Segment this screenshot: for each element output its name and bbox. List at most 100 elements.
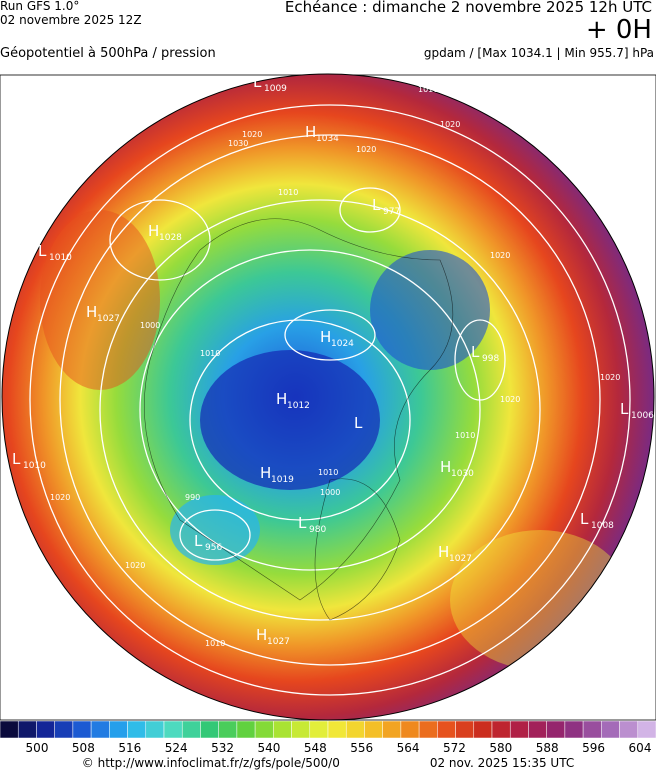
units: gpdam / [Max 1034.1 | Min 955.7] hPa: [424, 46, 654, 60]
colorbar-swatch: [400, 720, 420, 739]
colorbar-tick-label: 580: [489, 741, 512, 755]
footer-timestamp: 02 nov. 2025 15:35 UTC: [430, 756, 574, 770]
offset: + 0H: [586, 15, 652, 45]
colorbar-swatch: [637, 720, 656, 739]
colorbar-swatch: [509, 720, 529, 739]
colorbar-swatch: [455, 720, 475, 739]
colorbar-swatch: [54, 720, 74, 739]
contour-label: 1010: [318, 468, 338, 477]
contour-label: 1020: [500, 395, 520, 404]
colorbar-swatch: [200, 720, 219, 739]
map-border: [1, 73, 655, 721]
colorbar-tick-label: 524: [165, 741, 188, 755]
contour-label: 1020: [50, 493, 70, 502]
colorbar-swatch: [491, 720, 511, 739]
colorbar-swatch: [327, 720, 347, 739]
center-value: 1028: [159, 233, 182, 243]
center-value: 956: [205, 543, 222, 553]
colorbar: 500 508 516 524 532 540 548 556 564 572 580 588 596 6…: [0, 720, 656, 755]
contour-label: 1000: [320, 488, 340, 497]
echeance: Echéance : dimanche 2 novembre 2025 12h …: [285, 0, 652, 16]
contour-label: 1020: [125, 561, 145, 570]
center-type: H: [438, 543, 449, 561]
contour-label: 1010: [278, 188, 298, 197]
center-value: 998: [482, 354, 499, 364]
footer: © http://www.infoclimat.fr/z/gfs/pole/50…: [82, 756, 574, 770]
colorbar-swatch: [236, 720, 256, 739]
colorbar-swatch: [109, 720, 128, 739]
center-type: H: [276, 390, 287, 408]
center-value: 1027: [97, 314, 120, 324]
colorbar-swatch: [473, 720, 493, 739]
colorbar-swatch: [309, 720, 329, 739]
colorbar-swatch: [619, 720, 639, 739]
colorbar-swatch: [127, 720, 147, 739]
colorbar-swatch: [345, 720, 365, 739]
center-type: L: [580, 510, 589, 528]
center-value: 1006: [631, 411, 654, 421]
center-type: H: [256, 626, 267, 644]
run-date: 02 novembre 2025 12Z: [0, 13, 142, 27]
center-value: 1027: [449, 554, 472, 564]
center-type: L: [253, 73, 262, 91]
colorbar-swatch: [382, 720, 402, 739]
colorbar-swatch: [17, 720, 37, 739]
colorbar-swatch: [291, 720, 311, 739]
center-value: 980: [309, 525, 326, 535]
contour-label: 1000: [140, 321, 160, 330]
colorbar-tick-label: 508: [72, 741, 95, 755]
colorbar-swatch: [582, 720, 602, 739]
colorbar-tick-label: 572: [443, 741, 466, 755]
center-type: L: [12, 450, 21, 468]
center-type: H: [440, 458, 451, 476]
center-value: 1010: [49, 253, 72, 263]
contour-label: 1010: [455, 431, 475, 440]
footer-url: © http://www.infoclimat.fr/z/gfs/pole/50…: [82, 756, 340, 770]
center-value: 1027: [267, 637, 290, 647]
center-type: L: [372, 196, 381, 214]
center-type: H: [320, 328, 331, 346]
center-value: 1009: [264, 84, 287, 94]
center-type: L: [38, 242, 47, 260]
colorbar-tick-label: 500: [26, 741, 49, 755]
center-type: H: [260, 464, 271, 482]
center-value: 1034: [316, 134, 339, 144]
colorbar-tick-label: 548: [304, 741, 327, 755]
colorbar-swatch: [0, 720, 19, 739]
colorbar-tick-label: 604: [629, 741, 652, 755]
colorbar-swatch: [163, 720, 183, 739]
contour-label: 1020: [356, 145, 376, 154]
center-value: 1024: [331, 339, 354, 349]
contour-label: 990: [185, 493, 200, 502]
center-type: L: [471, 343, 480, 361]
colorbar-swatch: [601, 720, 620, 739]
colorbar-swatch: [546, 720, 566, 739]
run: Run GFS 1.0°: [0, 0, 79, 13]
center-value: 1019: [271, 475, 294, 485]
center-type: L: [194, 532, 203, 550]
colorbar-tick-label: 540: [257, 741, 280, 755]
variable: Géopotentiel à 500hPa / pression: [0, 46, 216, 61]
colorbar-swatch: [273, 720, 292, 739]
contour-label: 1020: [490, 251, 510, 260]
center-value: 1030: [451, 469, 474, 479]
contour-label: 1020: [242, 130, 262, 139]
contour-label: 1010: [205, 639, 225, 648]
contour-label: 1020: [600, 373, 620, 382]
colorbar-tick-label: 556: [350, 741, 373, 755]
contour-label: 1010: [200, 349, 220, 358]
center-type: H: [305, 123, 316, 141]
colorbar-tick-label: 596: [582, 741, 605, 755]
center-type: L: [354, 414, 363, 432]
center-value: 1012: [287, 401, 310, 411]
center-value: 1008: [591, 521, 614, 531]
colorbar-swatch: [145, 720, 165, 739]
colorbar-swatch: [218, 720, 238, 739]
contour-label: 1020: [440, 120, 460, 129]
colorbar-swatch: [418, 720, 438, 739]
colorbar-swatch: [364, 720, 383, 739]
colorbar-tick-label: 516: [118, 741, 141, 755]
colorbar-swatch: [181, 720, 201, 739]
center-value: 1010: [23, 461, 46, 471]
colorbar-swatch: [528, 720, 547, 739]
